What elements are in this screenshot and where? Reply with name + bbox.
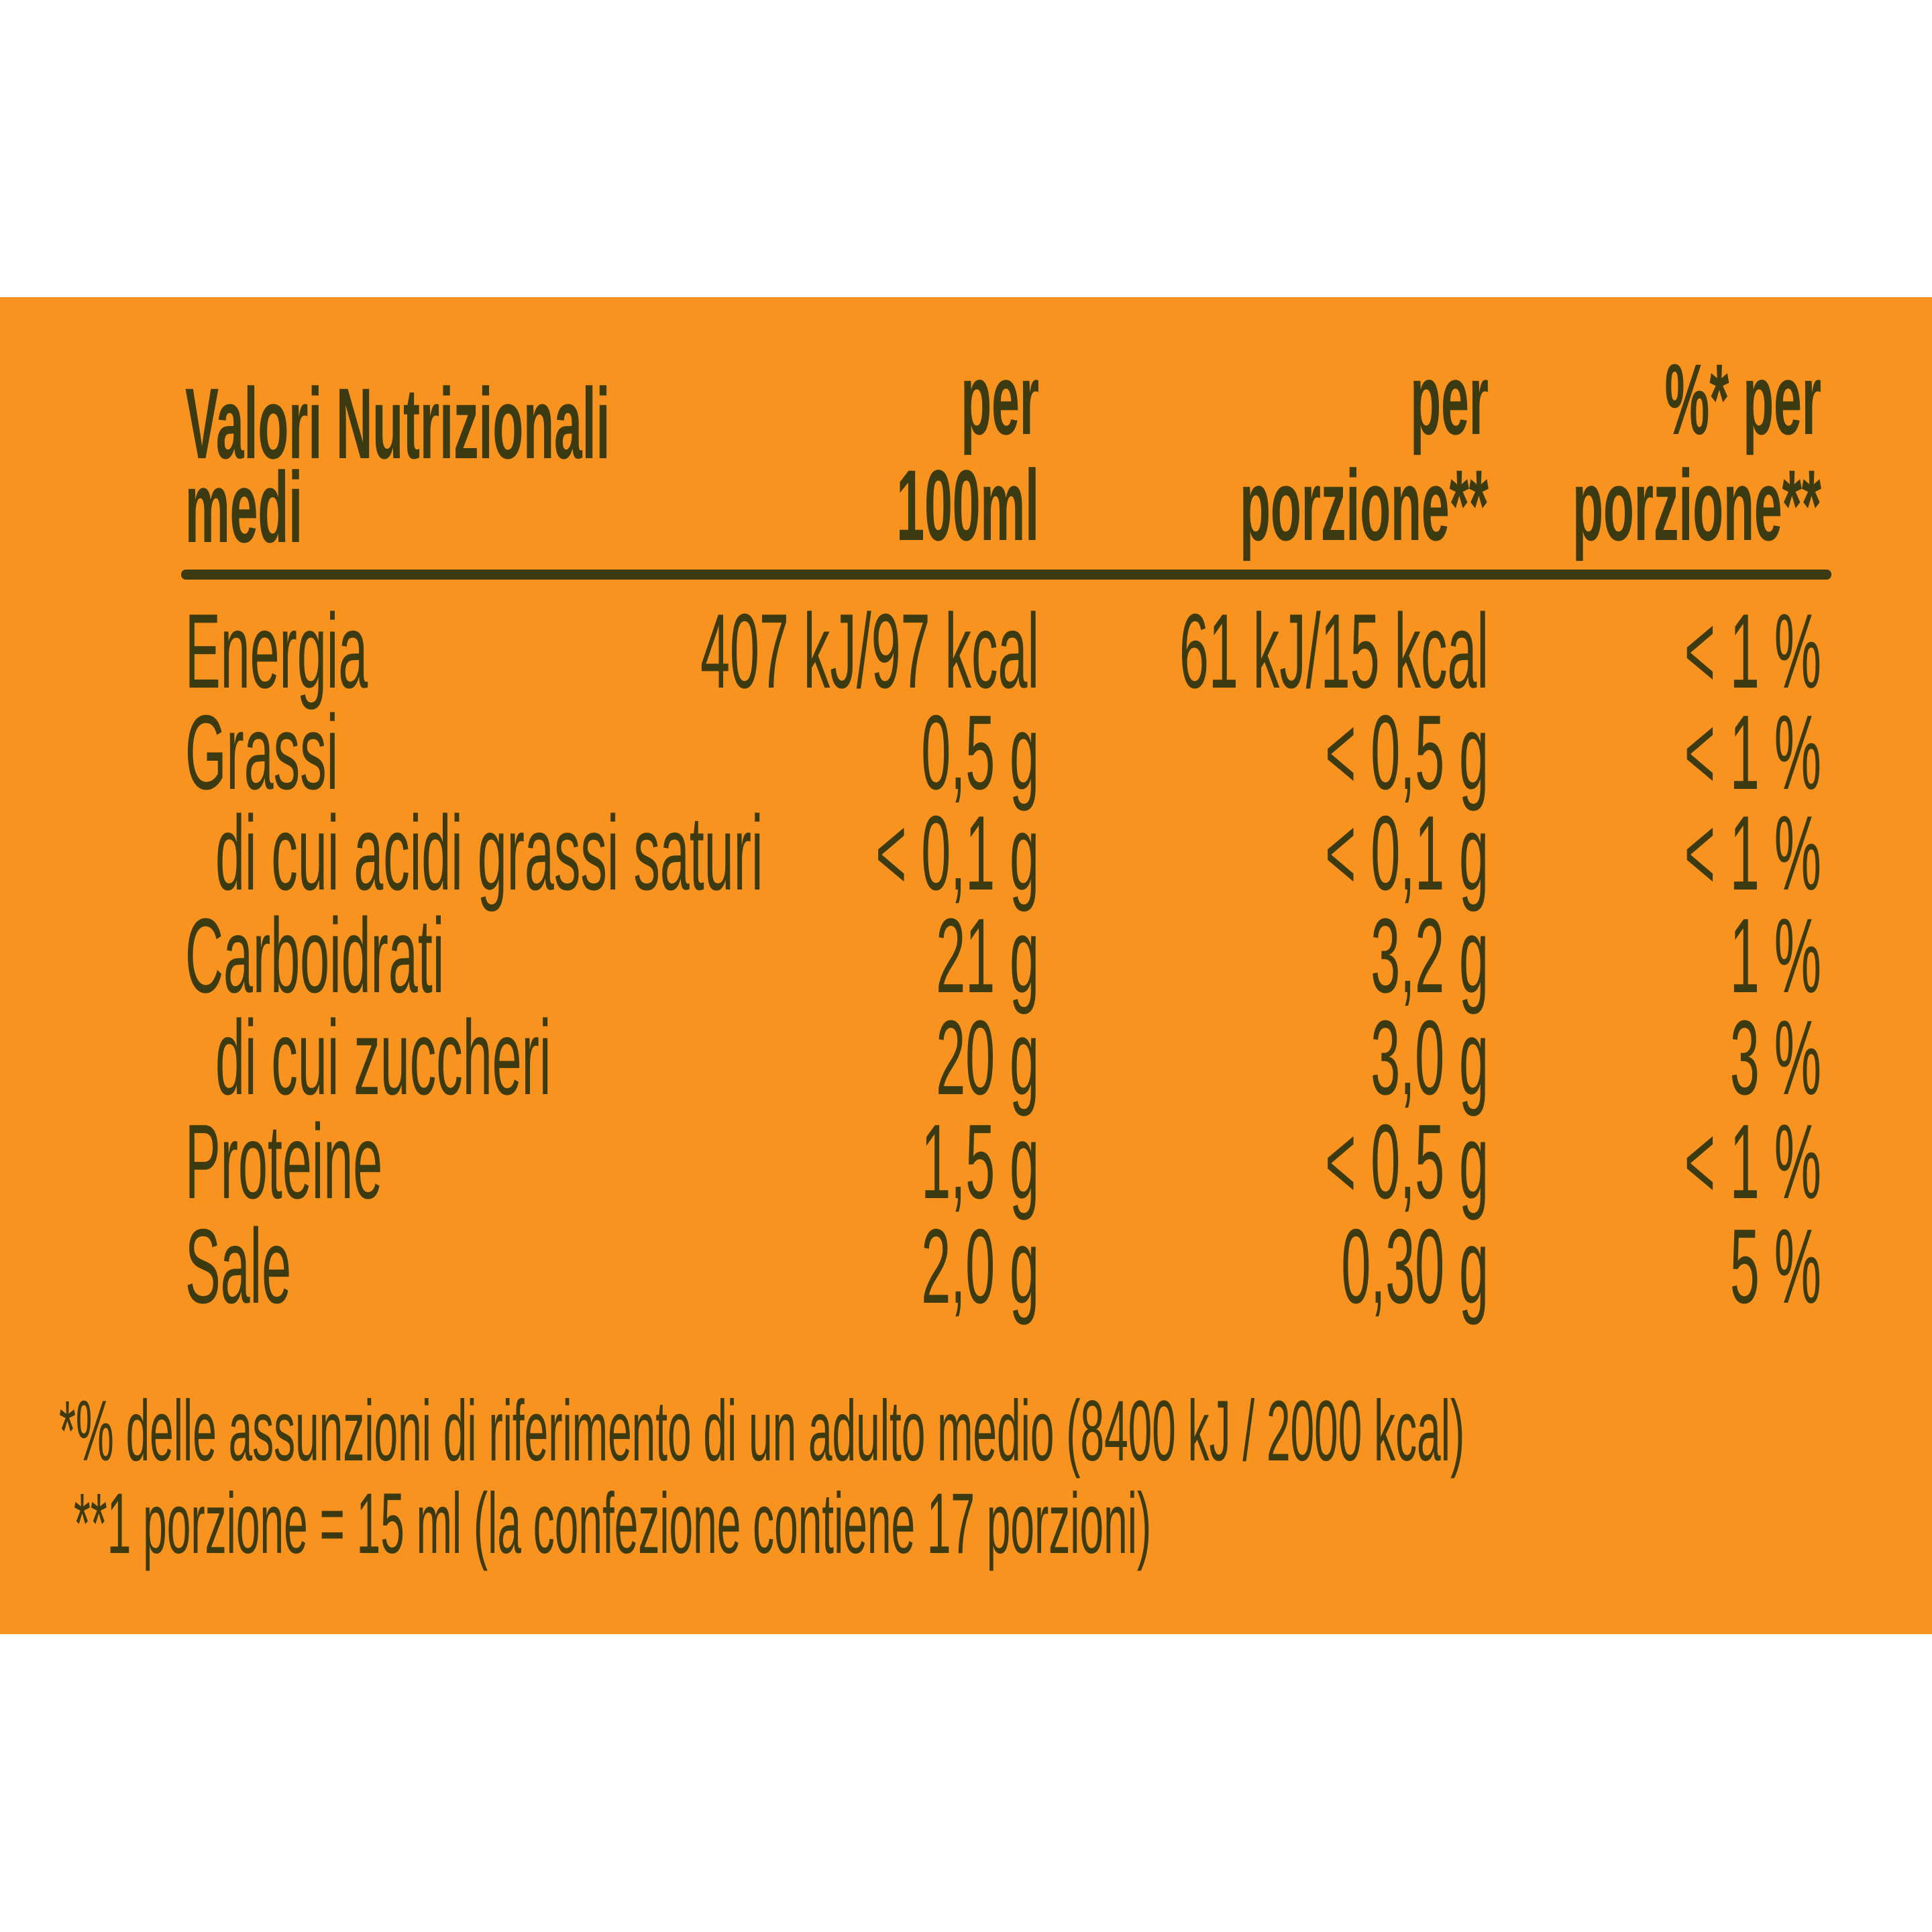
nutrient-label: Proteine — [185, 1103, 382, 1221]
header-title: medi — [185, 452, 303, 564]
nutrient-value: 2,0 g — [921, 1208, 1039, 1326]
column-header: porzione** — [1572, 450, 1821, 562]
nutrient-label: di cui zuccheri — [215, 999, 551, 1117]
nutrient-label: Carboidrati — [185, 897, 444, 1015]
nutrient-value: < 0,5 g — [1325, 694, 1489, 812]
nutrient-value: 3,2 g — [1371, 897, 1489, 1015]
footnote: **1 porzione = 15 ml (la confezione cont… — [74, 1476, 1151, 1572]
column-header: porzione** — [1240, 450, 1489, 562]
nutrient-value: 1,5 g — [921, 1103, 1039, 1221]
nutrient-label: Grassi — [185, 694, 338, 812]
nutrient-value: < 1 % — [1684, 1103, 1821, 1221]
nutrient-value: 3 % — [1730, 999, 1821, 1117]
nutrient-value: 21 g — [936, 897, 1039, 1015]
nutrient-value: 0,30 g — [1341, 1208, 1489, 1326]
header-title: Valori Nutrizionali — [185, 368, 610, 480]
nutrient-value: 61 kJ/15 kcal — [1179, 592, 1489, 710]
column-header: %* per — [1665, 344, 1821, 456]
nutrient-label: Sale — [185, 1208, 291, 1326]
nutrient-value: 1 % — [1730, 897, 1821, 1015]
nutrient-value: 3,0 g — [1371, 999, 1489, 1117]
nutrient-label: di cui acidi grassi saturi — [215, 794, 763, 912]
column-header: 100ml — [896, 450, 1039, 562]
nutrient-value: 0,5 g — [921, 694, 1039, 812]
header-rule — [181, 570, 1831, 580]
nutrient-value: < 1 % — [1684, 694, 1821, 812]
column-header: per — [961, 344, 1039, 456]
nutrient-value: < 0,1 g — [875, 794, 1039, 912]
nutrient-value: < 0,1 g — [1325, 794, 1489, 912]
nutrient-value: 20 g — [936, 999, 1039, 1117]
footnote: *% delle assunzioni di riferimento di un… — [59, 1383, 1464, 1479]
nutrient-value: < 0,5 g — [1325, 1103, 1489, 1221]
label-panel — [0, 297, 1932, 1634]
nutrient-value: 407 kJ/97 kcal — [700, 592, 1039, 710]
nutrient-value: < 1 % — [1684, 794, 1821, 912]
nutrient-value: < 1 % — [1684, 592, 1821, 710]
nutrient-value: 5 % — [1730, 1208, 1821, 1326]
column-header: per — [1410, 344, 1489, 456]
nutrient-label: Energia — [185, 592, 368, 710]
